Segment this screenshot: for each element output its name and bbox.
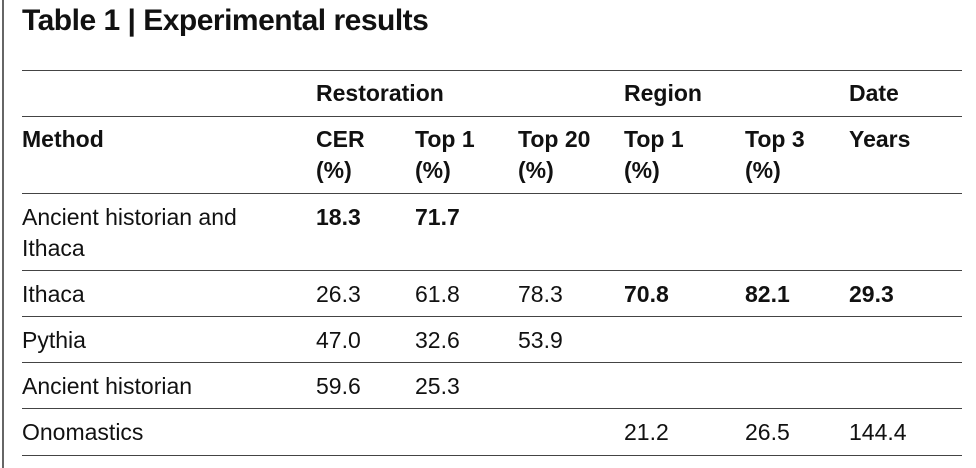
rule (22, 270, 962, 271)
column-header: (%) (518, 157, 554, 183)
method-cell: Ancient historian (22, 373, 193, 399)
page-border (2, 0, 4, 468)
column-header: Top 3 (745, 126, 805, 152)
column-header: (%) (745, 157, 781, 183)
value-cell: 61.8 (415, 281, 460, 307)
rule (22, 116, 962, 117)
column-header: Top 1 (415, 126, 475, 152)
value-cell: 26.3 (316, 281, 361, 307)
column-header: Method (22, 126, 104, 152)
rule (22, 193, 962, 194)
rule (22, 70, 962, 71)
value-cell: 29.3 (849, 281, 894, 307)
column-header: (%) (624, 157, 660, 183)
rule (22, 408, 962, 409)
column-header: Top 1 (624, 126, 684, 152)
value-cell: 32.6 (415, 327, 460, 353)
value-cell: 25.3 (415, 373, 460, 399)
value-cell: 71.7 (415, 204, 460, 230)
value-cell: 21.2 (624, 419, 669, 445)
column-header: Years (849, 126, 911, 152)
value-cell: 144.4 (849, 419, 907, 445)
group-header: Region (624, 80, 702, 106)
column-header: Top 20 (518, 126, 591, 152)
column-header: (%) (316, 157, 352, 183)
rule (22, 455, 962, 456)
method-cell: Ancient historian and Ithaca (22, 204, 237, 261)
rule (22, 316, 962, 317)
value-cell: 53.9 (518, 327, 563, 353)
rule (22, 362, 962, 363)
value-cell: 70.8 (624, 281, 669, 307)
value-cell: 82.1 (745, 281, 790, 307)
method-cell: Pythia (22, 327, 86, 353)
table-title: Table 1 | Experimental results (22, 4, 429, 37)
method-cell: Ithaca (22, 281, 85, 307)
column-header: CER (316, 126, 365, 152)
value-cell: 18.3 (316, 204, 361, 230)
value-cell: 59.6 (316, 373, 361, 399)
method-cell: Onomastics (22, 419, 144, 445)
group-header: Date (849, 80, 899, 106)
value-cell: 47.0 (316, 327, 361, 353)
value-cell: 26.5 (745, 419, 790, 445)
group-header: Restoration (316, 80, 444, 106)
value-cell: 78.3 (518, 281, 563, 307)
column-header: (%) (415, 157, 451, 183)
